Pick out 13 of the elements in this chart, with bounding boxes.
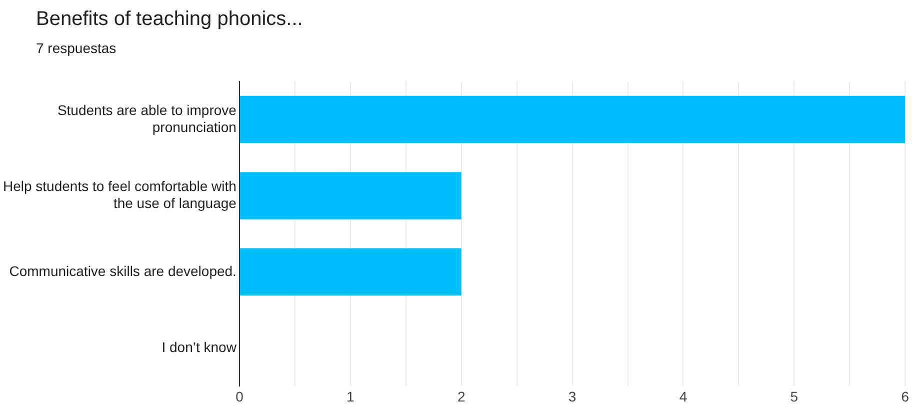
x-tick-label: 0 — [236, 388, 244, 404]
x-tick-label: 5 — [790, 388, 798, 404]
x-tick-label: 3 — [568, 388, 576, 404]
y-tick-label: Help students to feel comfortable with the use of language — [2, 178, 237, 211]
y-tick-label: I don’t know — [162, 338, 238, 355]
x-tick-label: 6 — [901, 388, 910, 404]
x-tick-label: 1 — [346, 388, 354, 404]
chart-title: Benefits of teaching phonics... — [36, 8, 303, 31]
y-tick-label: Communicative skills are developed. — [9, 262, 236, 279]
x-tick-label: 2 — [457, 388, 466, 404]
y-tick-label: Students are able to improve pronunciation — [57, 102, 237, 135]
x-tick-label: 4 — [679, 388, 688, 404]
text: 7 respuestas — [36, 40, 116, 56]
